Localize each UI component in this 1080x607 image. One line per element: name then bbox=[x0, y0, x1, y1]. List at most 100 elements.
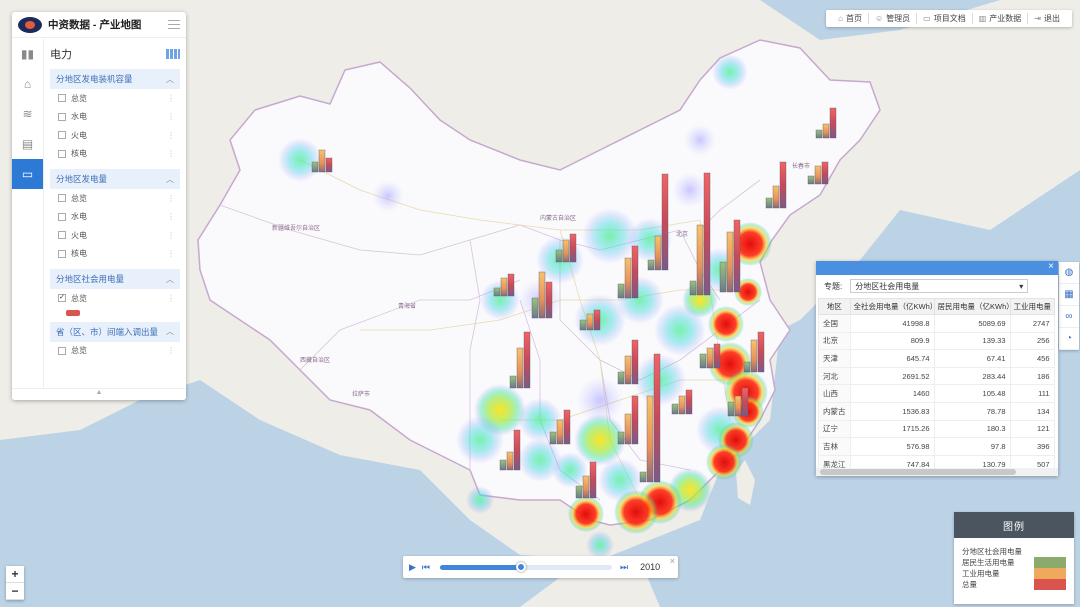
grid-icon[interactable] bbox=[166, 49, 180, 59]
group-title: 分地区社会用电量 bbox=[56, 274, 125, 284]
close-icon[interactable]: × bbox=[1048, 261, 1054, 272]
factory-icon[interactable]: ⌂ bbox=[23, 77, 32, 91]
place-label-changchun: 长春市 bbox=[792, 162, 810, 170]
checkbox[interactable] bbox=[58, 94, 66, 103]
collapse-toggle[interactable]: ▲ bbox=[12, 388, 186, 400]
option-label: 核电 bbox=[71, 249, 87, 259]
nav-item[interactable]: ▭ 项目文档 bbox=[917, 13, 973, 24]
column-header[interactable]: 工业用电量 bbox=[1009, 298, 1055, 315]
checkbox[interactable] bbox=[58, 346, 66, 355]
topic-select[interactable]: 分地区社会用电量 ▾ bbox=[850, 279, 1029, 293]
layer-option[interactable]: 核电 ⋮ bbox=[50, 145, 180, 164]
option-label: 总览 bbox=[71, 93, 87, 103]
layer-option[interactable]: 水电 ⋮ bbox=[50, 108, 180, 127]
group-header[interactable]: 分地区发电装机容量 ︿ bbox=[50, 69, 180, 89]
layer-option[interactable]: 水电 ⋮ bbox=[50, 208, 180, 227]
group-header[interactable]: 分地区社会用电量 ︿ bbox=[50, 269, 180, 289]
value-cell: 78.78 bbox=[933, 401, 1011, 421]
nav-item[interactable]: ▥ 产业数据 bbox=[973, 13, 1029, 24]
map-bar bbox=[661, 173, 669, 271]
checkbox[interactable] bbox=[58, 131, 66, 140]
layer-option[interactable]: 火电 ⋮ bbox=[50, 126, 180, 145]
more-icon[interactable]: ⋮ bbox=[167, 130, 175, 140]
more-icon[interactable]: ⋮ bbox=[167, 149, 175, 159]
timeline-slider[interactable] bbox=[440, 561, 613, 572]
monitor-icon[interactable]: ▭ bbox=[12, 159, 43, 189]
chevron-up-icon[interactable]: ︿ bbox=[166, 74, 174, 84]
taiwan bbox=[736, 460, 755, 505]
table-icon[interactable]: ▦ bbox=[1059, 284, 1079, 306]
checkbox[interactable]: ✓ bbox=[58, 294, 66, 303]
skip-forward-icon[interactable]: ⏭ bbox=[620, 561, 629, 572]
layer-option[interactable]: 核电 ⋮ bbox=[50, 245, 180, 264]
column-header[interactable]: 居民用电量（亿KWh） bbox=[933, 298, 1011, 315]
more-icon[interactable]: ⋮ bbox=[167, 212, 175, 222]
checkbox[interactable] bbox=[58, 231, 66, 240]
clock-icon[interactable]: ◔ bbox=[1059, 328, 1079, 350]
table-row[interactable]: 吉林 576.98 97.8 396 bbox=[818, 437, 1055, 456]
column-header[interactable]: 地区 bbox=[818, 298, 851, 315]
map-bar bbox=[631, 395, 639, 445]
layer-option[interactable]: 总览 ⋮ bbox=[50, 342, 180, 361]
more-icon[interactable]: ⋮ bbox=[167, 249, 175, 259]
checkbox[interactable] bbox=[58, 212, 66, 221]
table-row[interactable]: 山西 1460 105.48 111 bbox=[818, 384, 1055, 403]
nav-item[interactable]: ☺ 管理员 bbox=[869, 13, 918, 24]
bar-clusters bbox=[311, 107, 837, 499]
layer-option[interactable]: ✓ 总览 ⋮ bbox=[50, 289, 180, 308]
more-icon[interactable]: ⋮ bbox=[167, 230, 175, 240]
table-row[interactable]: 河北 2691.52 283.44 186 bbox=[818, 366, 1055, 386]
bicycle-icon[interactable]: ∞ bbox=[1059, 306, 1079, 328]
nav-item[interactable]: ⇥ 退出 bbox=[1028, 13, 1066, 24]
layer-color-swatch[interactable] bbox=[66, 309, 80, 316]
group-header[interactable]: 分地区发电量 ︿ bbox=[50, 169, 180, 189]
table-row[interactable]: 内蒙古 1536.83 78.78 134 bbox=[818, 401, 1055, 421]
table-row[interactable]: 黑龙江 747.84 130.79 507 bbox=[818, 454, 1055, 468]
checkbox[interactable] bbox=[58, 149, 66, 158]
table-row[interactable]: 辽宁 1715.26 180.3 121 bbox=[818, 419, 1055, 439]
chevron-up-icon[interactable]: ︿ bbox=[166, 274, 174, 284]
table-row[interactable]: 天津 645.74 67.41 456 bbox=[818, 349, 1055, 368]
checkbox[interactable] bbox=[58, 194, 66, 203]
chevron-up-icon[interactable]: ︿ bbox=[166, 174, 174, 184]
menu-icon[interactable] bbox=[168, 20, 180, 29]
app-title: 中资数据 - 产业地图 bbox=[48, 19, 142, 31]
globe-icon[interactable]: ◍ bbox=[1059, 262, 1079, 284]
close-icon[interactable]: × bbox=[669, 556, 675, 566]
play-icon[interactable]: ▶ bbox=[409, 561, 416, 572]
chevron-up-icon[interactable]: ︿ bbox=[166, 327, 174, 336]
table-row[interactable]: 北京 809.9 139.33 256 bbox=[818, 331, 1055, 351]
checkbox[interactable] bbox=[58, 249, 66, 258]
layer-option[interactable]: 火电 ⋮ bbox=[50, 226, 180, 245]
nav-item[interactable]: ⌂ 首页 bbox=[832, 13, 869, 24]
place-label-xinjiang: 新疆维吾尔自治区 bbox=[272, 224, 320, 232]
document-icon[interactable]: ▤ bbox=[21, 137, 34, 151]
more-icon[interactable]: ⋮ bbox=[167, 293, 175, 303]
user-icon: ☺ bbox=[875, 14, 884, 23]
skip-back-icon[interactable]: ⏮ bbox=[421, 561, 431, 572]
scrollbar-thumb[interactable] bbox=[820, 469, 1016, 475]
place-label-lasa: 拉萨市 bbox=[352, 390, 370, 398]
value-cell: 2747 bbox=[1009, 314, 1055, 333]
map-bar bbox=[562, 239, 570, 263]
table-scroll-area[interactable]: 地区 全社会用电量（亿KWh） 居民用电量（亿KWh） 工业用电量 全国 41998.8… bbox=[818, 298, 1058, 468]
column-header[interactable]: 全社会用电量（亿KWh） bbox=[849, 298, 935, 315]
table-window-titlebar[interactable]: × bbox=[816, 261, 1058, 275]
more-icon[interactable]: ⋮ bbox=[167, 346, 175, 356]
map-bar bbox=[624, 257, 632, 299]
layer-option[interactable]: 总览 ⋮ bbox=[50, 89, 180, 108]
layer-option[interactable]: 总览 ⋮ bbox=[50, 189, 180, 208]
group-header[interactable]: 省（区、市）间端入调出量 ︿ bbox=[50, 321, 180, 342]
bar-chart-icon[interactable]: ▮▮ bbox=[20, 47, 35, 61]
value-cell: 809.9 bbox=[849, 331, 935, 351]
more-icon[interactable]: ⋮ bbox=[167, 93, 175, 103]
timeline-handle[interactable] bbox=[515, 561, 526, 572]
layers-icon[interactable]: ≋ bbox=[22, 107, 33, 121]
zoom-in-button[interactable]: + bbox=[6, 566, 24, 583]
zoom-out-button[interactable]: − bbox=[6, 583, 24, 600]
more-icon[interactable]: ⋮ bbox=[167, 112, 175, 122]
checkbox[interactable] bbox=[58, 112, 66, 121]
more-icon[interactable]: ⋮ bbox=[167, 193, 175, 203]
table-row[interactable]: 全国 41998.8 5089.69 2747 bbox=[818, 314, 1055, 333]
horizontal-scrollbar[interactable] bbox=[816, 468, 1058, 476]
